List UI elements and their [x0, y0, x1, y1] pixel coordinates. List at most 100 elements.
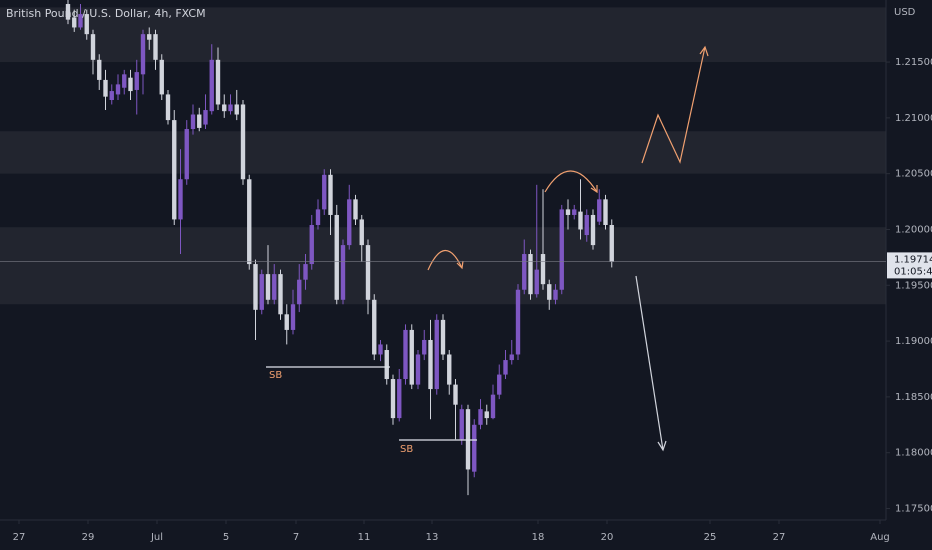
- candle-body: [309, 225, 314, 265]
- candle-body: [440, 319, 446, 355]
- x-tick-label: 27: [773, 532, 786, 543]
- candle-body: [65, 4, 71, 20]
- y-tick-label: 1.21000: [895, 113, 932, 124]
- x-tick-label: 20: [601, 532, 614, 543]
- candle-body: [165, 94, 171, 121]
- candle-body: [190, 114, 196, 130]
- candle-body: [528, 254, 533, 295]
- last-price-box: [887, 252, 932, 279]
- candle-body: [422, 339, 427, 355]
- drawings: [266, 45, 709, 452]
- zones: [0, 7, 886, 305]
- candle-body: [128, 77, 133, 92]
- candle-body: [178, 179, 183, 220]
- candle-body: [259, 274, 264, 310]
- candle-body: [347, 199, 352, 246]
- candle-body: [359, 219, 364, 246]
- candles: [65, 0, 614, 496]
- candle-body: [253, 264, 258, 310]
- candle-body: [72, 17, 77, 28]
- x-tick-label: 25: [704, 532, 717, 543]
- candle-body: [265, 274, 271, 300]
- candle-body: [134, 72, 139, 90]
- zone: [0, 131, 886, 174]
- candle-body: [153, 34, 158, 60]
- x-tick-label: 13: [426, 532, 439, 543]
- y-tick-label: 1.20500: [895, 169, 932, 180]
- candle-body: [90, 34, 96, 60]
- arrow-head: [657, 440, 667, 452]
- candle-body: [503, 360, 508, 375]
- last-price-label: 1.19714: [894, 254, 932, 265]
- candle-body: [609, 225, 614, 262]
- x-tick-label: 29: [82, 532, 95, 543]
- y-tick-label: 1.19000: [895, 336, 932, 347]
- candle-body: [559, 209, 564, 290]
- zone: [0, 227, 886, 305]
- candle-body: [578, 211, 583, 230]
- candle-body: [465, 409, 471, 470]
- candle-body: [315, 209, 321, 226]
- candle-body: [603, 199, 608, 226]
- candle-body: [215, 59, 221, 105]
- candle-body: [209, 59, 214, 112]
- y-tick-label: 1.19500: [895, 280, 932, 291]
- x-tick-label: 18: [532, 532, 545, 543]
- arrow-head: [699, 45, 709, 57]
- candle-body: [403, 329, 408, 380]
- candle-body: [409, 329, 414, 385]
- candle-body: [447, 354, 452, 385]
- curve-arrow: [544, 170, 598, 193]
- candle-body: [234, 104, 239, 115]
- candle-body: [147, 34, 152, 40]
- y-tick-label: 1.21500: [895, 57, 932, 68]
- candle-body: [240, 104, 246, 180]
- candle-body: [122, 74, 127, 88]
- candle-body: [540, 254, 546, 285]
- y-tick-label: 1.17500: [895, 504, 932, 515]
- candle-body: [290, 304, 296, 330]
- candle-body: [490, 394, 496, 419]
- arrow-head: [590, 185, 598, 194]
- price-axis: 1.17500 1.18000 1.18500 1.19000 1.19500 1.200…: [13, 57, 932, 543]
- candle-body: [322, 174, 327, 210]
- curve-arrow: [427, 250, 463, 271]
- candle-body: [372, 299, 377, 355]
- candle-body: [109, 91, 114, 101]
- candle-body: [565, 209, 571, 215]
- candle-body: [97, 59, 102, 80]
- candle-body: [453, 384, 458, 405]
- candle-body: [597, 199, 602, 222]
- down-arrow: [635, 275, 664, 451]
- candle-body: [203, 110, 208, 125]
- arrow-head: [456, 260, 464, 270]
- candle-body: [84, 14, 89, 35]
- candle-body: [590, 214, 596, 246]
- candle-body: [497, 374, 502, 395]
- candle-body: [78, 14, 83, 28]
- x-tick-label: Aug: [870, 532, 890, 543]
- candle-body: [103, 79, 108, 97]
- candle-body: [334, 214, 339, 300]
- candle-body: [434, 319, 439, 390]
- candle-body: [303, 264, 308, 280]
- candle-body: [278, 274, 283, 315]
- y-tick-label: 1.18500: [895, 392, 932, 403]
- candle-body: [553, 289, 558, 300]
- candle-body: [272, 274, 277, 300]
- candle-body: [365, 245, 371, 300]
- candle-body: [284, 314, 289, 330]
- x-tick-label: 5: [223, 532, 229, 543]
- candle-body: [572, 209, 577, 215]
- countdown-label: 01:05:49: [894, 266, 932, 277]
- axis-unit: USD: [894, 7, 916, 18]
- x-tick-label: 27: [13, 532, 26, 543]
- candle-body: [509, 354, 514, 361]
- candle-body: [159, 59, 164, 95]
- candle-body: [172, 120, 177, 220]
- annotation: SB: [400, 444, 413, 455]
- candle-body: [340, 245, 346, 300]
- candle-body: [378, 344, 383, 355]
- candle-body: [515, 289, 521, 355]
